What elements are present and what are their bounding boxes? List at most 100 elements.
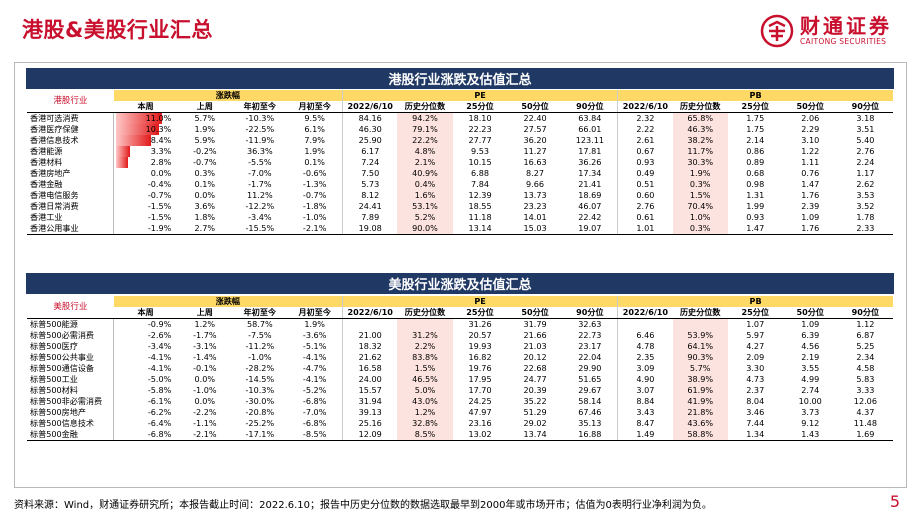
pe-p90: 16.88 bbox=[562, 429, 618, 441]
table-row: 香港工业 -1.5% 1.8% -3.4% -1.0% 7.89 5.2% 11.18 14.0… bbox=[27, 212, 893, 223]
column-header: 年初至今 bbox=[232, 307, 288, 319]
last-week-change: 0.0% bbox=[194, 374, 216, 384]
pb-current: 3.43 bbox=[617, 407, 673, 418]
pe-percentile: 1.2% bbox=[397, 407, 453, 418]
pe-p25: 17.95 bbox=[468, 374, 492, 384]
pe-current: 25.90 bbox=[341, 135, 398, 146]
pe-percentile: 94.2% bbox=[397, 112, 453, 124]
pb-current: 8.84 bbox=[617, 396, 673, 407]
pb-p25: 1.75 bbox=[746, 124, 765, 134]
pe-p90: 35.13 bbox=[578, 418, 602, 428]
pb-current: 8.47 bbox=[617, 418, 673, 429]
us-section-title: 美股行业涨跌及估值汇总 bbox=[26, 273, 894, 294]
mtd-change: -6.8% bbox=[302, 418, 327, 428]
pe-current: 84.16 bbox=[341, 112, 398, 124]
week-change-bar bbox=[116, 157, 128, 168]
week-change-value: -1.9% bbox=[147, 223, 172, 233]
last-week-change: 1.2% bbox=[194, 319, 216, 329]
pe-p50: 29.02 bbox=[523, 418, 547, 428]
pb-p90: 2.33 bbox=[837, 223, 893, 235]
last-week-change: -1.7% bbox=[193, 330, 217, 340]
last-week-change: -1.1% bbox=[193, 418, 217, 428]
ytd-change: -3.4% bbox=[248, 212, 272, 222]
pb-p90: 6.87 bbox=[856, 330, 875, 340]
week-change-cell: -1.5% bbox=[114, 201, 178, 212]
group-change: 涨跌幅 bbox=[113, 296, 343, 307]
pe-current: 25.16 bbox=[341, 418, 398, 429]
week-change-value: -5.0% bbox=[147, 374, 172, 384]
week-change-value: -6.8% bbox=[147, 429, 172, 439]
column-header: 25分位 bbox=[727, 307, 783, 319]
last-week-change: 5.7% bbox=[194, 113, 216, 123]
pe-p50: 20.39 bbox=[523, 385, 547, 395]
ytd-change: -11.2% bbox=[245, 341, 275, 351]
mtd-change: 1.9% bbox=[304, 146, 325, 156]
column-header: 90分位 bbox=[837, 101, 893, 113]
column-header-row: 本周 上周 年初至今 月初至今 2022/6/10 历史分位数 25分位 50分位 90分位 20… bbox=[27, 307, 893, 319]
table-row: 香港日常消费 -1.5% 3.6% -12.2% -1.8% 24.41 53.1% 18.5… bbox=[27, 201, 893, 212]
pb-percentile: 38.9% bbox=[672, 374, 728, 385]
pb-p90: 11.48 bbox=[853, 418, 877, 428]
pb-p90: 3.53 bbox=[856, 190, 875, 200]
pe-p90: 63.84 bbox=[578, 113, 602, 123]
mtd-change: -7.0% bbox=[302, 407, 327, 417]
table-row: 香港材料 2.8% -0.7% -5.5% 0.1% 7.24 2.1% 10.15 16.63… bbox=[27, 157, 893, 168]
table-row: 香港电信服务 -0.7% 0.0% 11.2% -0.7% 8.12 1.6% 12.39 13… bbox=[27, 190, 893, 201]
pb-percentile: 0.3% bbox=[672, 179, 728, 190]
pe-p90: 51.65 bbox=[578, 374, 602, 384]
last-week-change: 0.0% bbox=[194, 396, 216, 406]
pe-p25: 18.55 bbox=[468, 201, 492, 211]
week-change-cell: -5.0% bbox=[114, 374, 178, 385]
pe-percentile: 4.8% bbox=[397, 146, 453, 157]
pe-p25: 23.16 bbox=[468, 418, 492, 428]
industry-name: 标普500医疗 bbox=[27, 341, 115, 352]
industry-name: 标普500房地产 bbox=[27, 407, 115, 418]
table-row: 标普500信息技术 -6.4% -1.1% -25.2% -6.8% 25.16 32.8%… bbox=[27, 418, 893, 429]
ytd-change: -10.3% bbox=[245, 113, 275, 123]
column-header: 本周 bbox=[113, 307, 178, 319]
pe-p50: 20.12 bbox=[523, 352, 547, 362]
pb-percentile: 90.3% bbox=[672, 352, 728, 363]
mtd-change: 7.9% bbox=[304, 135, 325, 145]
pe-p90: 32.63 bbox=[578, 319, 602, 329]
pb-current: 2.32 bbox=[617, 112, 673, 124]
pe-percentile: 53.1% bbox=[397, 201, 453, 212]
week-change-value: -1.5% bbox=[147, 201, 172, 211]
pe-p50: 14.01 bbox=[523, 212, 547, 222]
pb-percentile: 5.7% bbox=[672, 363, 728, 374]
pe-p25: 47.97 bbox=[468, 407, 492, 417]
ytd-change: -22.5% bbox=[245, 124, 275, 134]
table-row: 标普500非必需消费 -6.1% 0.0% -30.0% -6.8% 31.94 43.0%… bbox=[27, 396, 893, 407]
last-week-change: 0.0% bbox=[194, 190, 216, 200]
week-change-cell: -6.4% bbox=[114, 418, 178, 429]
page-title: 港股&美股行业汇总 bbox=[22, 18, 213, 42]
pe-percentile: 5.2% bbox=[397, 212, 453, 223]
group-change: 涨跌幅 bbox=[113, 90, 343, 101]
pb-percentile: 43.6% bbox=[672, 418, 728, 429]
pe-p50: 21.03 bbox=[523, 341, 547, 351]
ytd-change: -5.5% bbox=[248, 157, 272, 167]
mtd-change: -1.0% bbox=[302, 212, 327, 222]
pb-current: 0.60 bbox=[617, 190, 673, 201]
pe-p25: 22.23 bbox=[468, 124, 492, 134]
week-change-value: 0.0% bbox=[150, 168, 172, 178]
pe-p90: 17.34 bbox=[578, 168, 602, 178]
pe-p90: 21.41 bbox=[578, 179, 602, 189]
week-change-cell: -2.6% bbox=[114, 330, 178, 341]
mtd-change: 0.1% bbox=[304, 157, 325, 167]
pe-current: 21.62 bbox=[341, 352, 398, 363]
logo-en-text: CAITONG SECURITIES bbox=[800, 37, 887, 47]
pe-p50: 8.27 bbox=[526, 168, 545, 178]
last-week-change: -0.7% bbox=[193, 157, 217, 167]
ytd-change: 58.7% bbox=[246, 319, 273, 329]
week-change-cell: -4.1% bbox=[114, 363, 178, 374]
pb-current: 1.01 bbox=[617, 223, 673, 235]
mtd-change: -0.6% bbox=[302, 168, 327, 178]
pb-percentile: 0.3% bbox=[672, 223, 728, 235]
column-header: 50分位 bbox=[782, 307, 838, 319]
pb-p25: 2.37 bbox=[746, 385, 765, 395]
week-change-value: -2.6% bbox=[147, 330, 172, 340]
last-week-change: 1.9% bbox=[194, 124, 216, 134]
column-header: 月初至今 bbox=[287, 101, 343, 113]
pe-current bbox=[341, 318, 398, 330]
